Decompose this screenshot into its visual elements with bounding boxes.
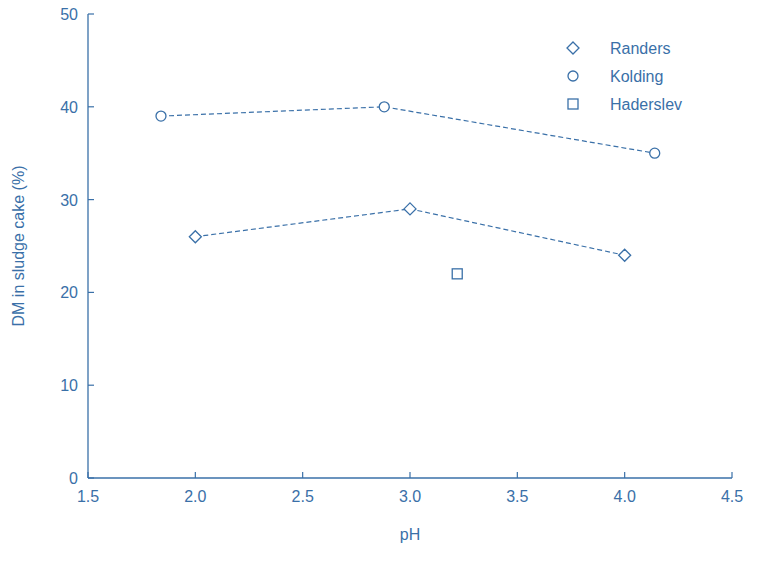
- y-tick: [88, 477, 94, 478]
- data-point: [452, 269, 462, 279]
- series-line: [161, 107, 655, 153]
- plot-area: [156, 102, 660, 279]
- y-tick-label: 50: [60, 6, 78, 23]
- legend-label: Randers: [610, 40, 670, 57]
- y-tick: [88, 292, 94, 293]
- data-point: [189, 231, 201, 243]
- legend-label: Haderslev: [610, 96, 682, 113]
- x-tick: [624, 472, 625, 478]
- legend-marker: [568, 71, 578, 81]
- x-axis-label: pH: [400, 526, 420, 543]
- x-tick-label: 2.5: [292, 488, 314, 505]
- y-tick-label: 40: [60, 99, 78, 116]
- x-tick-label: 3.5: [506, 488, 528, 505]
- data-point: [404, 203, 416, 215]
- y-tick-label: 10: [60, 377, 78, 394]
- x-tick: [302, 472, 303, 478]
- y-tick: [88, 199, 94, 200]
- y-tick-label: 20: [60, 284, 78, 301]
- x-tick-label: 3.0: [399, 488, 421, 505]
- x-tick: [731, 472, 732, 478]
- y-tick-label: 0: [69, 470, 78, 487]
- data-point: [379, 102, 389, 112]
- y-tick: [88, 385, 94, 386]
- x-tick: [87, 472, 88, 478]
- y-axis-label: DM in sludge cake (%): [10, 166, 27, 327]
- x-tick: [409, 472, 410, 478]
- x-tick-label: 4.5: [721, 488, 743, 505]
- x-tick-label: 2.0: [184, 488, 206, 505]
- x-tick-label: 1.5: [77, 488, 99, 505]
- legend-label: Kolding: [610, 68, 663, 85]
- y-axis: [87, 14, 88, 478]
- y-tick: [88, 106, 94, 107]
- data-point: [619, 249, 631, 261]
- y-tick-label: 30: [60, 192, 78, 209]
- legend-marker: [568, 99, 578, 109]
- chart: 1.5 2.0 2.5 3.0 3.5 4.0 4.5 0 10 20 30 40 50 pH DM in …: [0, 0, 768, 566]
- x-tick-label: 4.0: [614, 488, 636, 505]
- legend: Randers Kolding Haderslev: [567, 40, 682, 113]
- legend-marker: [567, 42, 579, 54]
- data-point: [650, 148, 660, 158]
- x-tick: [517, 472, 518, 478]
- x-tick: [195, 472, 196, 478]
- y-tick: [88, 13, 94, 14]
- series-line: [195, 209, 624, 255]
- data-point: [156, 111, 166, 121]
